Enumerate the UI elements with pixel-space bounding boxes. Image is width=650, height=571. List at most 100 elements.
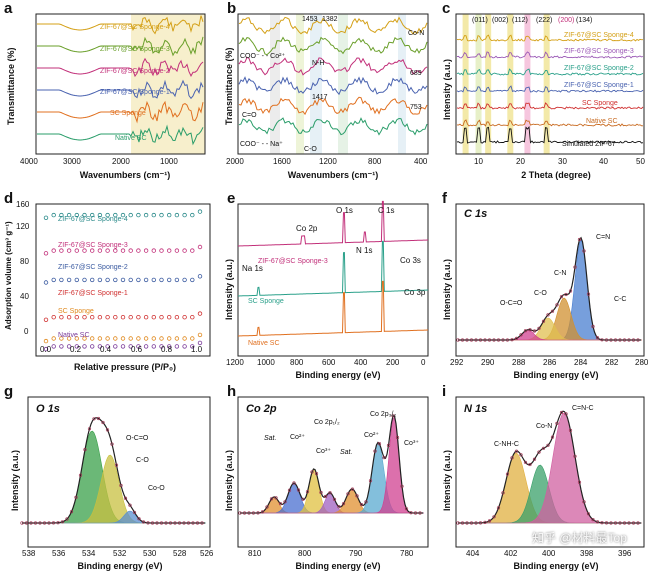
panel-g-raw-point-84 xyxy=(146,521,150,525)
panel-i-raw-point-3 xyxy=(460,521,465,525)
panel-d-series-5: Native SC xyxy=(58,332,90,339)
panel-a-series-1: ZIF-67@SC Sponge-3 xyxy=(100,46,170,53)
panel-a-series-line-5 xyxy=(37,124,204,146)
panel-d-point-1-18 xyxy=(182,248,187,253)
panel-e-ylabel: Intensity (a.u.) xyxy=(224,258,234,320)
panel-d-point-1-4 xyxy=(74,248,79,253)
panel-i-raw-point-57 xyxy=(541,446,546,450)
panel-f-raw-point-30 xyxy=(501,338,505,342)
panel-d-frame xyxy=(35,203,211,357)
panel-c-peak-band-1 xyxy=(475,14,482,154)
panel-e-ann-co3s: Co 3s xyxy=(400,256,421,265)
panel-g-raw-point-111 xyxy=(186,521,191,525)
panel-d-point-2-6 xyxy=(89,277,95,283)
panel-e-series-line-1 xyxy=(238,240,428,297)
panel-i-raw-point-105 xyxy=(613,521,618,525)
panel-d-point-2-8 xyxy=(105,277,110,283)
panel-f-raw-point-72 xyxy=(564,292,568,297)
panel-d-point-3-5 xyxy=(82,314,87,320)
panel-h-raw-point-60 xyxy=(328,491,332,495)
panel-d-point-1-12 xyxy=(136,248,141,253)
panel-i-xtick-4: 396 xyxy=(618,549,632,558)
panel-f-raw-point-114 xyxy=(627,338,631,342)
panel-g-raw-point-78 xyxy=(137,517,141,521)
panel-f-raw-point-12 xyxy=(474,338,478,342)
panel-b-ann-689: 689 xyxy=(410,70,422,77)
panel-d-point-0-10 xyxy=(120,212,126,218)
panel-b-series-line-0 xyxy=(238,16,428,35)
panel-d-point-5-10 xyxy=(120,344,126,349)
panel-e-ann-c1s: C 1s xyxy=(378,206,395,215)
panel-i-xlabel: Binding energy (eV) xyxy=(513,561,599,571)
panel-c-series-0: ZIF-67@SC Sponge-4 xyxy=(564,32,634,39)
panel-h-xtick-0: 810 xyxy=(248,549,262,558)
panel-h-raw-point-114 xyxy=(409,511,413,515)
panel-d-point-0-14 xyxy=(151,212,156,218)
panel-h-raw-point-39 xyxy=(296,488,301,492)
panel-f-raw-point-21 xyxy=(487,338,492,342)
panel-i-raw-point-108 xyxy=(618,521,622,525)
panel-i-frame xyxy=(455,396,645,548)
panel-d-xtick-0: 0.0 xyxy=(40,345,52,354)
panel-d-point-2-3 xyxy=(66,277,72,283)
panel-d-point-1-1 xyxy=(51,248,56,253)
panel-d-point-0-5 xyxy=(82,212,87,218)
panel-d-point-4-4 xyxy=(74,336,79,341)
panel-e-ann-na1s: Na 1s xyxy=(242,264,263,273)
panel-e-series-2: Native SC xyxy=(248,340,280,347)
panel-i-raw-point-75 xyxy=(568,428,573,433)
panel-i-label: i xyxy=(442,383,447,400)
panel-g-xtick-4: 530 xyxy=(143,549,157,558)
panel-h-chart xyxy=(237,396,429,548)
panel-f-comp-cn: C-N xyxy=(554,270,567,277)
panel-a-series-2: ZIF-67@SC Sponge-2 xyxy=(100,68,170,75)
panel-d-point-5-16 xyxy=(166,344,172,349)
panel-g-raw-point-75 xyxy=(132,510,137,514)
panel-i-raw-point-12 xyxy=(474,521,478,525)
panel-h-comp-2p12: Co 2p₁/₂ xyxy=(314,419,340,426)
panel-d-ytick-4: 160 xyxy=(16,200,30,209)
panel-a-series-line-3 xyxy=(37,79,204,100)
panel-d-point-3-4 xyxy=(74,314,79,320)
panel-e-ann-co3p: Co 3p xyxy=(404,288,426,297)
panel-g-raw-point-99 xyxy=(168,521,173,525)
panel-d-point-3-8 xyxy=(105,314,110,320)
panel-c-label: c xyxy=(442,0,451,17)
panel-f-title: C 1s xyxy=(464,208,488,220)
panel-c-series-line-6 xyxy=(456,125,644,144)
panel-h-raw-point-66 xyxy=(337,505,341,509)
panel-f-frame xyxy=(455,203,645,357)
panel-g-raw-point-33 xyxy=(69,510,74,514)
panel-d-point-1-17 xyxy=(174,248,180,253)
panel-c-frame xyxy=(455,13,645,155)
panel-c-series-line-0 xyxy=(456,34,643,42)
panel-d-point-5-7 xyxy=(97,344,103,349)
panel-d-point-4-11 xyxy=(128,336,133,341)
panel-d-point-3-18 xyxy=(182,314,187,320)
panel-d-point-2-20 xyxy=(197,274,203,279)
panel-i-comp-con: Co-N xyxy=(536,423,553,430)
panel-e-series-0: ZIF-67@SC Sponge-3 xyxy=(258,258,328,265)
panel-a-series-line-4 xyxy=(37,100,204,124)
panel-c-series-5: Native SC xyxy=(586,118,618,125)
panel-d-point-0-4 xyxy=(74,212,79,218)
panel-d-point-1-5 xyxy=(82,248,87,253)
panel-d-point-4-13 xyxy=(143,336,149,341)
panel-f-raw-point-99 xyxy=(604,338,609,342)
panel-d-point-4-20 xyxy=(197,332,203,338)
panel-a-ylabel: Transmittance (%) xyxy=(6,47,16,125)
panel-c-series-line-4 xyxy=(456,102,644,110)
panel-a-series-line-1 xyxy=(37,36,204,57)
panel-g-label: g xyxy=(4,383,14,400)
panel-g-raw-point-39 xyxy=(78,473,83,477)
panel-g-raw-point-24 xyxy=(56,521,60,525)
panel-e-xtick-0: 1200 xyxy=(226,358,244,367)
panel-c-peak-band-4 xyxy=(524,14,531,154)
panel-b-ann-con: Co-N xyxy=(408,30,425,37)
panel-d-series-2: ZIF-67@SC Sponge-2 xyxy=(58,264,128,271)
panel-i-xtick-0: 404 xyxy=(466,549,480,558)
panel-d-point-1-7 xyxy=(97,248,103,253)
panel-c-xtick-1: 20 xyxy=(516,157,525,166)
panel-d-point-2-18 xyxy=(182,277,187,283)
panel-e-label: e xyxy=(227,190,236,207)
